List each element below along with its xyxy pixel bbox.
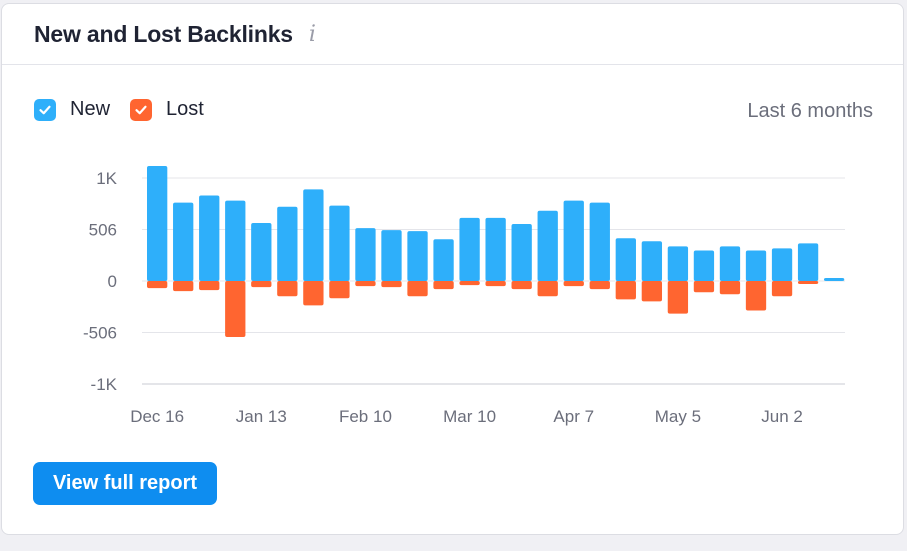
bar-new (615, 238, 636, 281)
legend-label-lost: Lost (166, 98, 204, 120)
x-tick-label: Jun 2 (761, 407, 803, 426)
bar-lost (329, 281, 350, 299)
bar-new (641, 241, 663, 281)
check-icon (135, 105, 147, 114)
bar-lost (745, 281, 767, 311)
legend-item-new[interactable]: New (34, 98, 110, 121)
bar-lost (719, 281, 741, 295)
bar-new (485, 217, 506, 281)
bar-lost (537, 281, 558, 297)
bar-new (589, 202, 610, 281)
info-icon[interactable]: i (308, 21, 316, 47)
backlinks-widget: New and Lost Backlinks i New Lost Last 6… (1, 3, 904, 535)
bar-lost (641, 281, 663, 302)
x-tick-label: May 5 (655, 407, 701, 426)
bar-new (563, 200, 584, 281)
bar-lost (225, 281, 246, 337)
bar-new (381, 230, 402, 281)
bar-lost (433, 281, 454, 290)
bar-new (433, 239, 454, 281)
bar-lost (511, 281, 532, 290)
y-tick-label: 506 (89, 221, 117, 240)
bar-lost (589, 281, 610, 290)
bar-new (459, 217, 480, 281)
y-tick-label: 1K (96, 169, 117, 188)
bar-lost (199, 281, 220, 291)
bar-new (407, 231, 428, 281)
bar-new (199, 195, 220, 281)
bar-lost (303, 281, 324, 306)
bar-lost (797, 281, 819, 285)
view-full-report-button[interactable]: View full report (33, 462, 217, 505)
bar-new (667, 246, 689, 281)
bar-lost (147, 281, 168, 289)
x-tick-label: Dec 16 (130, 407, 184, 426)
y-tick-label: -1K (91, 375, 118, 394)
x-tick-label: Feb 10 (339, 407, 392, 426)
bar-lost (355, 281, 376, 287)
bar-new (173, 202, 194, 281)
widget-title: New and Lost Backlinks (34, 20, 293, 47)
bar-new (771, 248, 793, 281)
backlinks-chart: 1K 506 0 -506 -1K Dec 16 Jan 13 Feb 10 Mar 10 Apr… (83, 165, 845, 426)
y-tick-label: 0 (108, 272, 117, 291)
checkbox-new[interactable] (34, 98, 56, 121)
bar-new (251, 222, 272, 281)
y-tick-label: -506 (83, 324, 117, 343)
bar-new (511, 224, 532, 281)
bar-new (719, 246, 741, 281)
x-tick-label: Jan 13 (236, 407, 287, 426)
bar-lost (173, 281, 194, 292)
bar-lost (277, 281, 298, 297)
bar-lost (251, 281, 272, 288)
bar-lost (459, 281, 480, 286)
bar-lost (693, 281, 715, 293)
checkbox-lost[interactable] (130, 98, 153, 121)
check-icon (39, 105, 51, 114)
legend-label-new: New (70, 98, 111, 120)
bar-new (797, 243, 819, 281)
bar-new (537, 210, 558, 281)
chart-legend: New Lost (34, 98, 224, 121)
bar-new (277, 206, 298, 281)
bar-new (303, 189, 324, 281)
bar-lost (485, 281, 506, 287)
bar-new (823, 277, 845, 281)
legend-item-lost[interactable]: Lost (130, 98, 204, 121)
bar-new (147, 165, 168, 281)
bar-lost (615, 281, 636, 300)
bar-lost (381, 281, 402, 288)
bar-new (693, 250, 715, 281)
period-label: Last 6 months (747, 100, 873, 122)
bar-new (745, 250, 767, 281)
bar-lost (563, 281, 584, 287)
bar-new (355, 228, 376, 281)
x-tick-label: Mar 10 (443, 407, 496, 426)
widget-header: New and Lost Backlinks i (2, 4, 903, 65)
bar-new (225, 200, 246, 281)
bar-lost (407, 281, 428, 297)
bar-lost (667, 281, 689, 314)
x-tick-label: Apr 7 (553, 407, 594, 426)
bar-new (329, 205, 350, 281)
bar-lost (771, 281, 793, 297)
